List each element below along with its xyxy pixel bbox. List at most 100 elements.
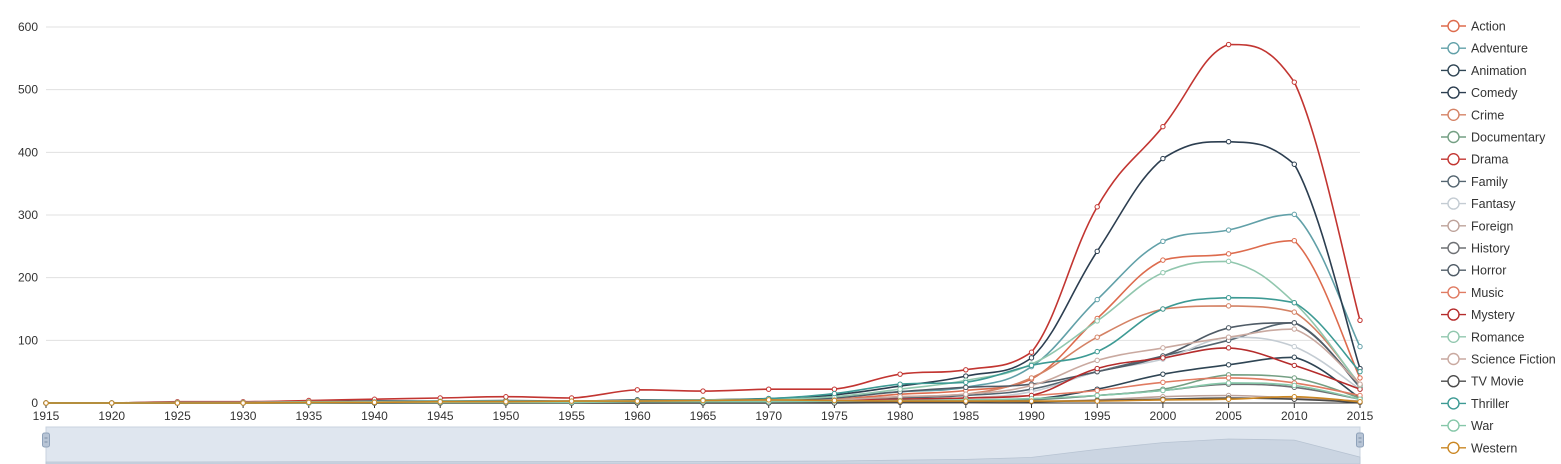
data-point[interactable] — [306, 399, 312, 406]
legend-item-fantasy[interactable]: Fantasy — [1441, 197, 1516, 211]
data-point[interactable] — [1160, 371, 1166, 377]
data-point[interactable] — [963, 391, 969, 397]
data-point[interactable] — [963, 384, 969, 391]
legend-item-science-fiction[interactable]: Science Fiction — [1441, 353, 1556, 367]
data-point[interactable] — [1357, 317, 1363, 323]
data-point[interactable] — [1291, 161, 1298, 167]
data-point[interactable] — [1094, 334, 1100, 340]
data-point[interactable] — [1225, 258, 1232, 265]
data-point[interactable] — [634, 398, 640, 404]
data-point[interactable] — [1291, 394, 1298, 400]
data-point[interactable] — [1225, 138, 1232, 145]
data-point[interactable] — [897, 371, 903, 377]
legend-item-western[interactable]: Western — [1441, 441, 1517, 455]
data-point[interactable] — [831, 397, 838, 404]
data-point[interactable] — [1094, 248, 1100, 255]
data-point[interactable] — [1291, 326, 1298, 332]
data-point[interactable] — [1225, 325, 1232, 331]
legend-item-family[interactable]: Family — [1441, 175, 1509, 189]
data-point[interactable] — [1225, 295, 1232, 301]
data-point[interactable] — [1094, 392, 1100, 399]
data-point[interactable] — [1094, 398, 1100, 404]
data-point[interactable] — [1094, 365, 1100, 372]
data-point[interactable] — [1094, 357, 1100, 364]
data-point[interactable] — [240, 400, 246, 406]
data-point[interactable] — [43, 400, 49, 406]
data-point[interactable] — [1357, 368, 1363, 375]
data-point[interactable] — [1028, 349, 1035, 355]
data-point[interactable] — [1291, 300, 1298, 306]
legend-item-crime[interactable]: Crime — [1441, 108, 1504, 122]
data-point[interactable] — [1357, 375, 1363, 381]
data-point[interactable] — [1160, 387, 1166, 394]
legend-item-adventure[interactable]: Adventure — [1441, 42, 1528, 56]
zoom-handle-left[interactable] — [42, 432, 50, 448]
data-point[interactable] — [1094, 296, 1100, 303]
data-point[interactable] — [831, 390, 838, 397]
legend-item-thriller[interactable]: Thriller — [1441, 397, 1509, 411]
data-point[interactable] — [1225, 396, 1232, 402]
data-point[interactable] — [1094, 318, 1100, 324]
data-point[interactable] — [1225, 380, 1232, 386]
data-point[interactable] — [1225, 251, 1232, 257]
legend-item-romance[interactable]: Romance — [1441, 330, 1525, 344]
legend-item-documentary[interactable]: Documentary — [1441, 131, 1546, 145]
data-point[interactable] — [897, 386, 903, 392]
data-point[interactable] — [1028, 355, 1035, 361]
data-point[interactable] — [1291, 320, 1298, 326]
legend-item-action[interactable]: Action — [1441, 20, 1506, 34]
data-point[interactable] — [503, 399, 509, 405]
data-point[interactable] — [1225, 41, 1232, 48]
data-point[interactable] — [897, 398, 903, 404]
data-point[interactable] — [1291, 79, 1298, 85]
data-point[interactable] — [1028, 362, 1035, 369]
data-point[interactable] — [1225, 303, 1232, 309]
data-point[interactable] — [1291, 382, 1298, 389]
data-point[interactable] — [1225, 362, 1232, 368]
data-point[interactable] — [634, 387, 640, 393]
legend-item-foreign[interactable]: Foreign — [1441, 219, 1513, 233]
data-point[interactable] — [700, 397, 706, 404]
legend-item-war[interactable]: War — [1441, 419, 1493, 433]
data-zoom-slider[interactable] — [42, 426, 1364, 464]
data-point[interactable] — [1357, 399, 1363, 405]
data-point[interactable] — [1094, 387, 1100, 394]
data-point[interactable] — [568, 398, 575, 404]
data-point[interactable] — [1160, 397, 1166, 403]
data-point[interactable] — [897, 381, 903, 387]
data-point[interactable] — [700, 388, 706, 394]
data-point[interactable] — [1160, 345, 1166, 351]
data-point[interactable] — [1094, 204, 1100, 210]
data-point[interactable] — [1160, 379, 1166, 386]
data-point[interactable] — [963, 379, 969, 386]
legend-item-animation[interactable]: Animation — [1441, 64, 1527, 78]
data-point[interactable] — [1225, 345, 1232, 351]
zoom-handle-right[interactable] — [1356, 432, 1364, 448]
legend-item-tv-movie[interactable]: TV Movie — [1441, 375, 1524, 389]
data-point[interactable] — [371, 399, 378, 406]
data-point[interactable] — [963, 373, 969, 379]
data-point[interactable] — [1291, 354, 1298, 360]
data-point[interactable] — [963, 367, 969, 373]
data-point[interactable] — [1160, 123, 1166, 130]
data-point[interactable] — [963, 398, 969, 404]
data-point[interactable] — [1160, 155, 1166, 162]
data-point[interactable] — [1160, 257, 1166, 263]
data-point[interactable] — [1028, 382, 1035, 389]
data-point[interactable] — [1291, 237, 1298, 244]
legend-item-horror[interactable]: Horror — [1441, 264, 1506, 278]
data-point[interactable] — [1094, 348, 1100, 355]
data-point[interactable] — [1225, 334, 1232, 340]
legend-item-drama[interactable]: Drama — [1441, 153, 1509, 167]
legend-item-mystery[interactable]: Mystery — [1441, 308, 1516, 322]
data-point[interactable] — [831, 386, 838, 392]
data-point[interactable] — [1357, 381, 1363, 387]
data-point[interactable] — [1291, 211, 1298, 218]
data-point[interactable] — [1291, 375, 1298, 381]
data-point[interactable] — [1225, 375, 1232, 381]
legend-item-comedy[interactable]: Comedy — [1441, 86, 1518, 100]
data-point[interactable] — [1028, 375, 1035, 381]
legend-item-music[interactable]: Music — [1441, 286, 1504, 300]
data-point[interactable] — [1160, 269, 1166, 276]
data-point[interactable] — [1225, 227, 1232, 233]
